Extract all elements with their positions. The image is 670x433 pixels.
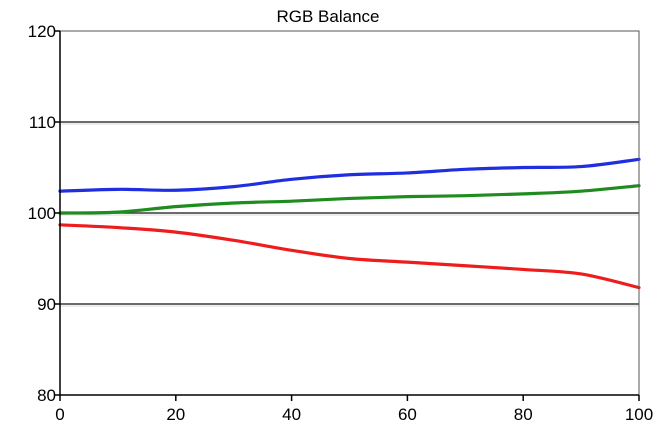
series-line-red bbox=[58, 223, 641, 290]
grid-layer bbox=[60, 121, 639, 307]
chart-title: RGB Balance bbox=[277, 7, 380, 26]
y-tick-label-100: 100 bbox=[28, 204, 56, 223]
y-tick-label-110: 110 bbox=[29, 113, 56, 132]
series-line-blue bbox=[58, 157, 641, 193]
x-tick-label-60: 60 bbox=[398, 405, 417, 424]
series-layer bbox=[58, 157, 641, 290]
series-line-green bbox=[58, 184, 641, 215]
axis-layer: 80 90 100 110 120 0 20 40 60 80 100 bbox=[28, 22, 654, 424]
x-tick-label-20: 20 bbox=[166, 405, 185, 424]
y-tick-label-90: 90 bbox=[37, 295, 56, 314]
y-tick-label-120: 120 bbox=[28, 22, 56, 41]
x-tick-label-0: 0 bbox=[55, 405, 64, 424]
x-tick-label-40: 40 bbox=[282, 405, 301, 424]
y-tick-label-80: 80 bbox=[37, 386, 56, 405]
x-tick-label-100: 100 bbox=[625, 405, 653, 424]
x-tick-label-80: 80 bbox=[514, 405, 533, 424]
